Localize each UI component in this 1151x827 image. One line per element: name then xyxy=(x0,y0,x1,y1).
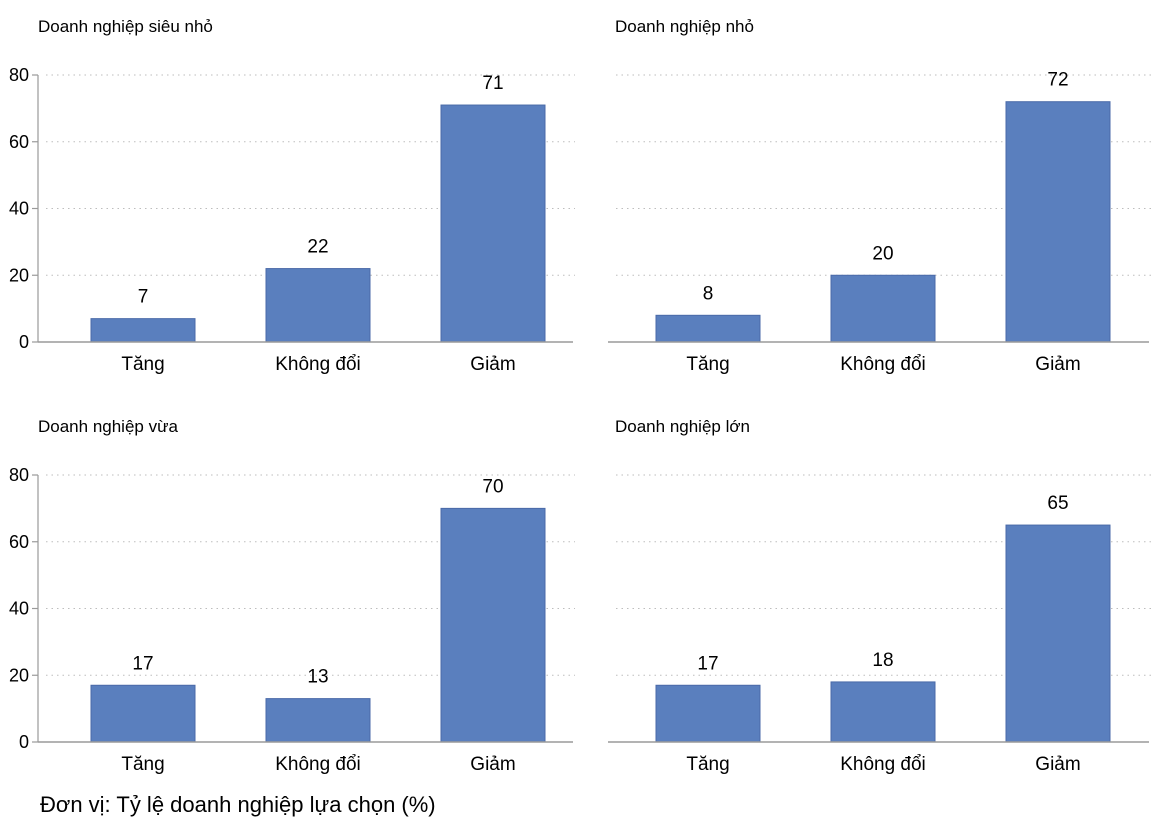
x-tick-label: Tăng xyxy=(121,754,164,775)
x-tick-label: Giảm xyxy=(470,354,515,375)
x-tick-label: Tăng xyxy=(686,754,729,775)
x-tick-label: Không đổi xyxy=(840,354,926,375)
y-tick-label: 20 xyxy=(9,265,29,285)
data-label: 17 xyxy=(697,653,718,674)
chart-panel: Doanh nghiệp siêu nhỏ 0 20 40 60 80 7 Tăng 22 Khô… xyxy=(9,17,575,375)
bar xyxy=(265,698,371,743)
data-label: 13 xyxy=(307,667,328,688)
data-label: 18 xyxy=(872,650,893,671)
x-tick-label: Giảm xyxy=(1035,354,1080,375)
x-tick-label: Tăng xyxy=(121,354,164,375)
bar xyxy=(655,314,761,343)
bar xyxy=(90,684,196,743)
y-tick-label: 60 xyxy=(9,132,29,152)
chart-panel: Doanh nghiệp lớn 17 Tăng 18 Không đổi 65 Giảm xyxy=(608,417,1151,775)
bar xyxy=(440,104,546,343)
x-tick-label: Giảm xyxy=(1035,754,1080,775)
x-tick-label: Không đổi xyxy=(275,754,361,775)
chart-panel: Doanh nghiệp vừa 0 20 40 60 80 17 Tăng 13 Không đ… xyxy=(9,417,575,775)
unit-footnote: Đơn vị: Tỷ lệ doanh nghiệp lựa chọn (%) xyxy=(40,792,436,817)
bar xyxy=(830,274,936,343)
panel-title: Doanh nghiệp siêu nhỏ xyxy=(38,17,213,36)
bar xyxy=(265,268,371,343)
data-label: 71 xyxy=(482,73,503,94)
x-tick-label: Không đổi xyxy=(840,754,926,775)
y-tick-label: 0 xyxy=(19,732,29,752)
y-tick-label: 40 xyxy=(9,599,29,619)
bar xyxy=(440,507,546,743)
data-label: 20 xyxy=(872,243,893,264)
bar xyxy=(655,684,761,743)
data-label: 22 xyxy=(307,237,328,258)
chart-panel: Doanh nghiệp nhỏ 8 Tăng 20 Không đổi 72 Giảm xyxy=(608,17,1151,375)
data-label: 72 xyxy=(1047,70,1068,91)
y-tick-label: 80 xyxy=(9,465,29,485)
y-tick-label: 20 xyxy=(9,665,29,685)
data-label: 8 xyxy=(703,283,714,304)
x-tick-label: Tăng xyxy=(686,354,729,375)
data-label: 17 xyxy=(132,653,153,674)
x-tick-label: Giảm xyxy=(470,754,515,775)
data-label: 65 xyxy=(1047,493,1068,514)
y-tick-label: 40 xyxy=(9,199,29,219)
bar xyxy=(1005,101,1111,343)
bar xyxy=(90,318,196,343)
y-tick-label: 80 xyxy=(9,65,29,85)
panel-title: Doanh nghiệp nhỏ xyxy=(615,17,754,36)
x-tick-label: Không đổi xyxy=(275,354,361,375)
panel-title: Doanh nghiệp lớn xyxy=(615,417,750,436)
y-tick-label: 60 xyxy=(9,532,29,552)
bar xyxy=(1005,524,1111,743)
data-label: 70 xyxy=(482,476,503,497)
y-tick-label: 0 xyxy=(19,332,29,352)
bar xyxy=(830,681,936,743)
panel-title: Doanh nghiệp vừa xyxy=(38,417,178,436)
bar-chart-grid: Doanh nghiệp siêu nhỏ0204060807Tăng22Khô… xyxy=(9,17,1151,775)
data-label: 7 xyxy=(138,287,149,308)
